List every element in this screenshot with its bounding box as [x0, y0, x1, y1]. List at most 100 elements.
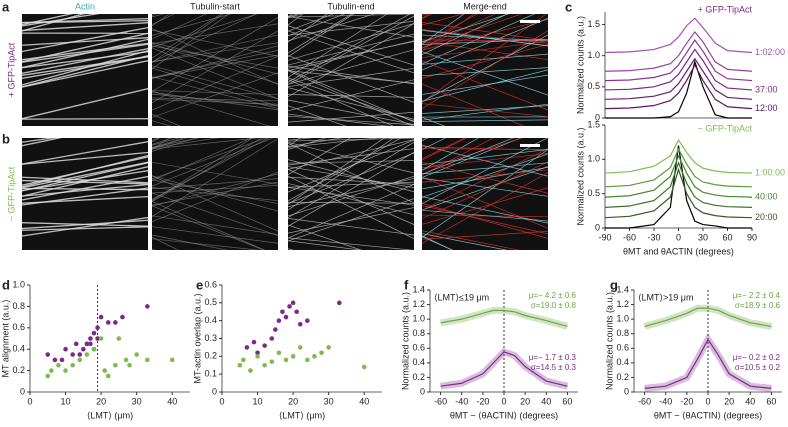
fiber	[288, 138, 395, 211]
y-tick-label: 0.8	[412, 328, 425, 338]
fiber	[22, 20, 148, 24]
fiber	[288, 138, 351, 176]
column-label: Tubulin-start	[190, 1, 240, 11]
point	[91, 330, 97, 336]
fiber	[152, 179, 278, 204]
y-axis-label: Normalized counts (a.u.)	[575, 127, 585, 225]
fiber	[422, 153, 548, 198]
panel-letter: b	[2, 131, 10, 146]
point	[283, 314, 289, 320]
fiber	[152, 238, 261, 250]
fiber	[288, 14, 353, 54]
fiber	[288, 138, 414, 142]
row-label: − GFP-TipAct	[6, 166, 16, 221]
fiber	[288, 23, 414, 61]
fiber	[288, 99, 414, 125]
point	[120, 314, 125, 320]
chart-title: − GFP-TipAct	[698, 123, 753, 133]
line	[604, 63, 753, 110]
fiber	[152, 161, 278, 185]
fiber	[288, 14, 375, 42]
fiber	[152, 65, 278, 100]
fiber	[288, 218, 414, 236]
fiber	[288, 14, 334, 32]
fiber	[152, 120, 172, 126]
fiber	[288, 152, 414, 205]
y-tick-label: 1.2	[412, 299, 425, 309]
x-axis-label: θMT and θACTIN (degrees)	[623, 246, 734, 256]
y-tick-label: 1.0	[616, 314, 629, 324]
x-tick-label: -90	[598, 232, 611, 242]
line	[604, 57, 753, 100]
line	[604, 154, 753, 198]
point	[95, 336, 100, 341]
fiber	[422, 14, 478, 45]
line	[604, 30, 753, 72]
point	[45, 373, 51, 379]
y-tick-label: 0	[212, 386, 217, 396]
x-tick-label: 40	[167, 396, 177, 406]
fiber	[422, 69, 548, 102]
chart-title: + GFP-TipAct	[698, 4, 753, 14]
fiber	[422, 41, 548, 60]
x-tick-label: 60	[766, 396, 776, 406]
fiber	[152, 226, 278, 244]
fiber	[152, 23, 278, 45]
x-tick-label: 0	[676, 232, 681, 242]
point	[98, 314, 104, 320]
fiber	[422, 149, 548, 165]
fiber	[288, 138, 379, 148]
fiber	[22, 32, 148, 63]
x-tick-label: -60	[623, 232, 636, 242]
fiber	[288, 87, 414, 120]
fiber	[422, 40, 548, 59]
point	[105, 320, 111, 325]
fiber	[288, 30, 414, 74]
fiber	[152, 138, 219, 149]
series-label: 1:00:00	[755, 167, 785, 177]
fiber	[422, 103, 548, 118]
fiber	[422, 209, 548, 222]
x-tick-label: 10	[253, 396, 263, 406]
fiber	[22, 48, 148, 74]
fiber	[422, 230, 521, 250]
fiber	[422, 14, 523, 49]
fiber	[422, 161, 548, 220]
fiber	[152, 234, 229, 250]
column-label: Merge-end	[463, 1, 507, 11]
fibers	[422, 138, 548, 250]
annotation: μ=− 1.7 ± 0.3	[529, 353, 577, 362]
point	[70, 352, 75, 357]
fiber	[288, 138, 327, 150]
fiber	[288, 14, 355, 58]
fiber	[422, 162, 548, 175]
line	[644, 338, 772, 389]
fiber	[152, 192, 278, 237]
line	[604, 138, 753, 174]
fiber	[152, 45, 278, 69]
fiber	[422, 119, 548, 122]
annotation: σ=14.5 ± 0.3	[531, 363, 577, 372]
point	[305, 357, 310, 363]
annotation: σ=10.5 ± 0.2	[735, 363, 781, 372]
fiber	[152, 55, 278, 111]
fiber	[288, 16, 414, 38]
fibers	[22, 138, 148, 237]
y-tick-label: 0.8	[616, 328, 629, 338]
line	[604, 147, 753, 188]
panel-letter: e	[196, 277, 203, 292]
point	[84, 352, 90, 357]
y-axis-label: Normalized counts (a.u.)	[604, 292, 614, 390]
fiber	[152, 236, 179, 250]
y-tick-label: 1.5	[587, 119, 600, 129]
x-tick-label: -20	[476, 396, 489, 406]
x-tick-label: 20	[96, 396, 106, 406]
x-axis-label: θMT − ⟨θACTIN⟩ (degrees)	[654, 410, 762, 420]
fiber	[422, 21, 548, 41]
fiber	[152, 138, 253, 182]
fiber	[22, 118, 148, 120]
fiber	[152, 30, 278, 104]
point	[113, 362, 118, 368]
point	[297, 321, 303, 327]
